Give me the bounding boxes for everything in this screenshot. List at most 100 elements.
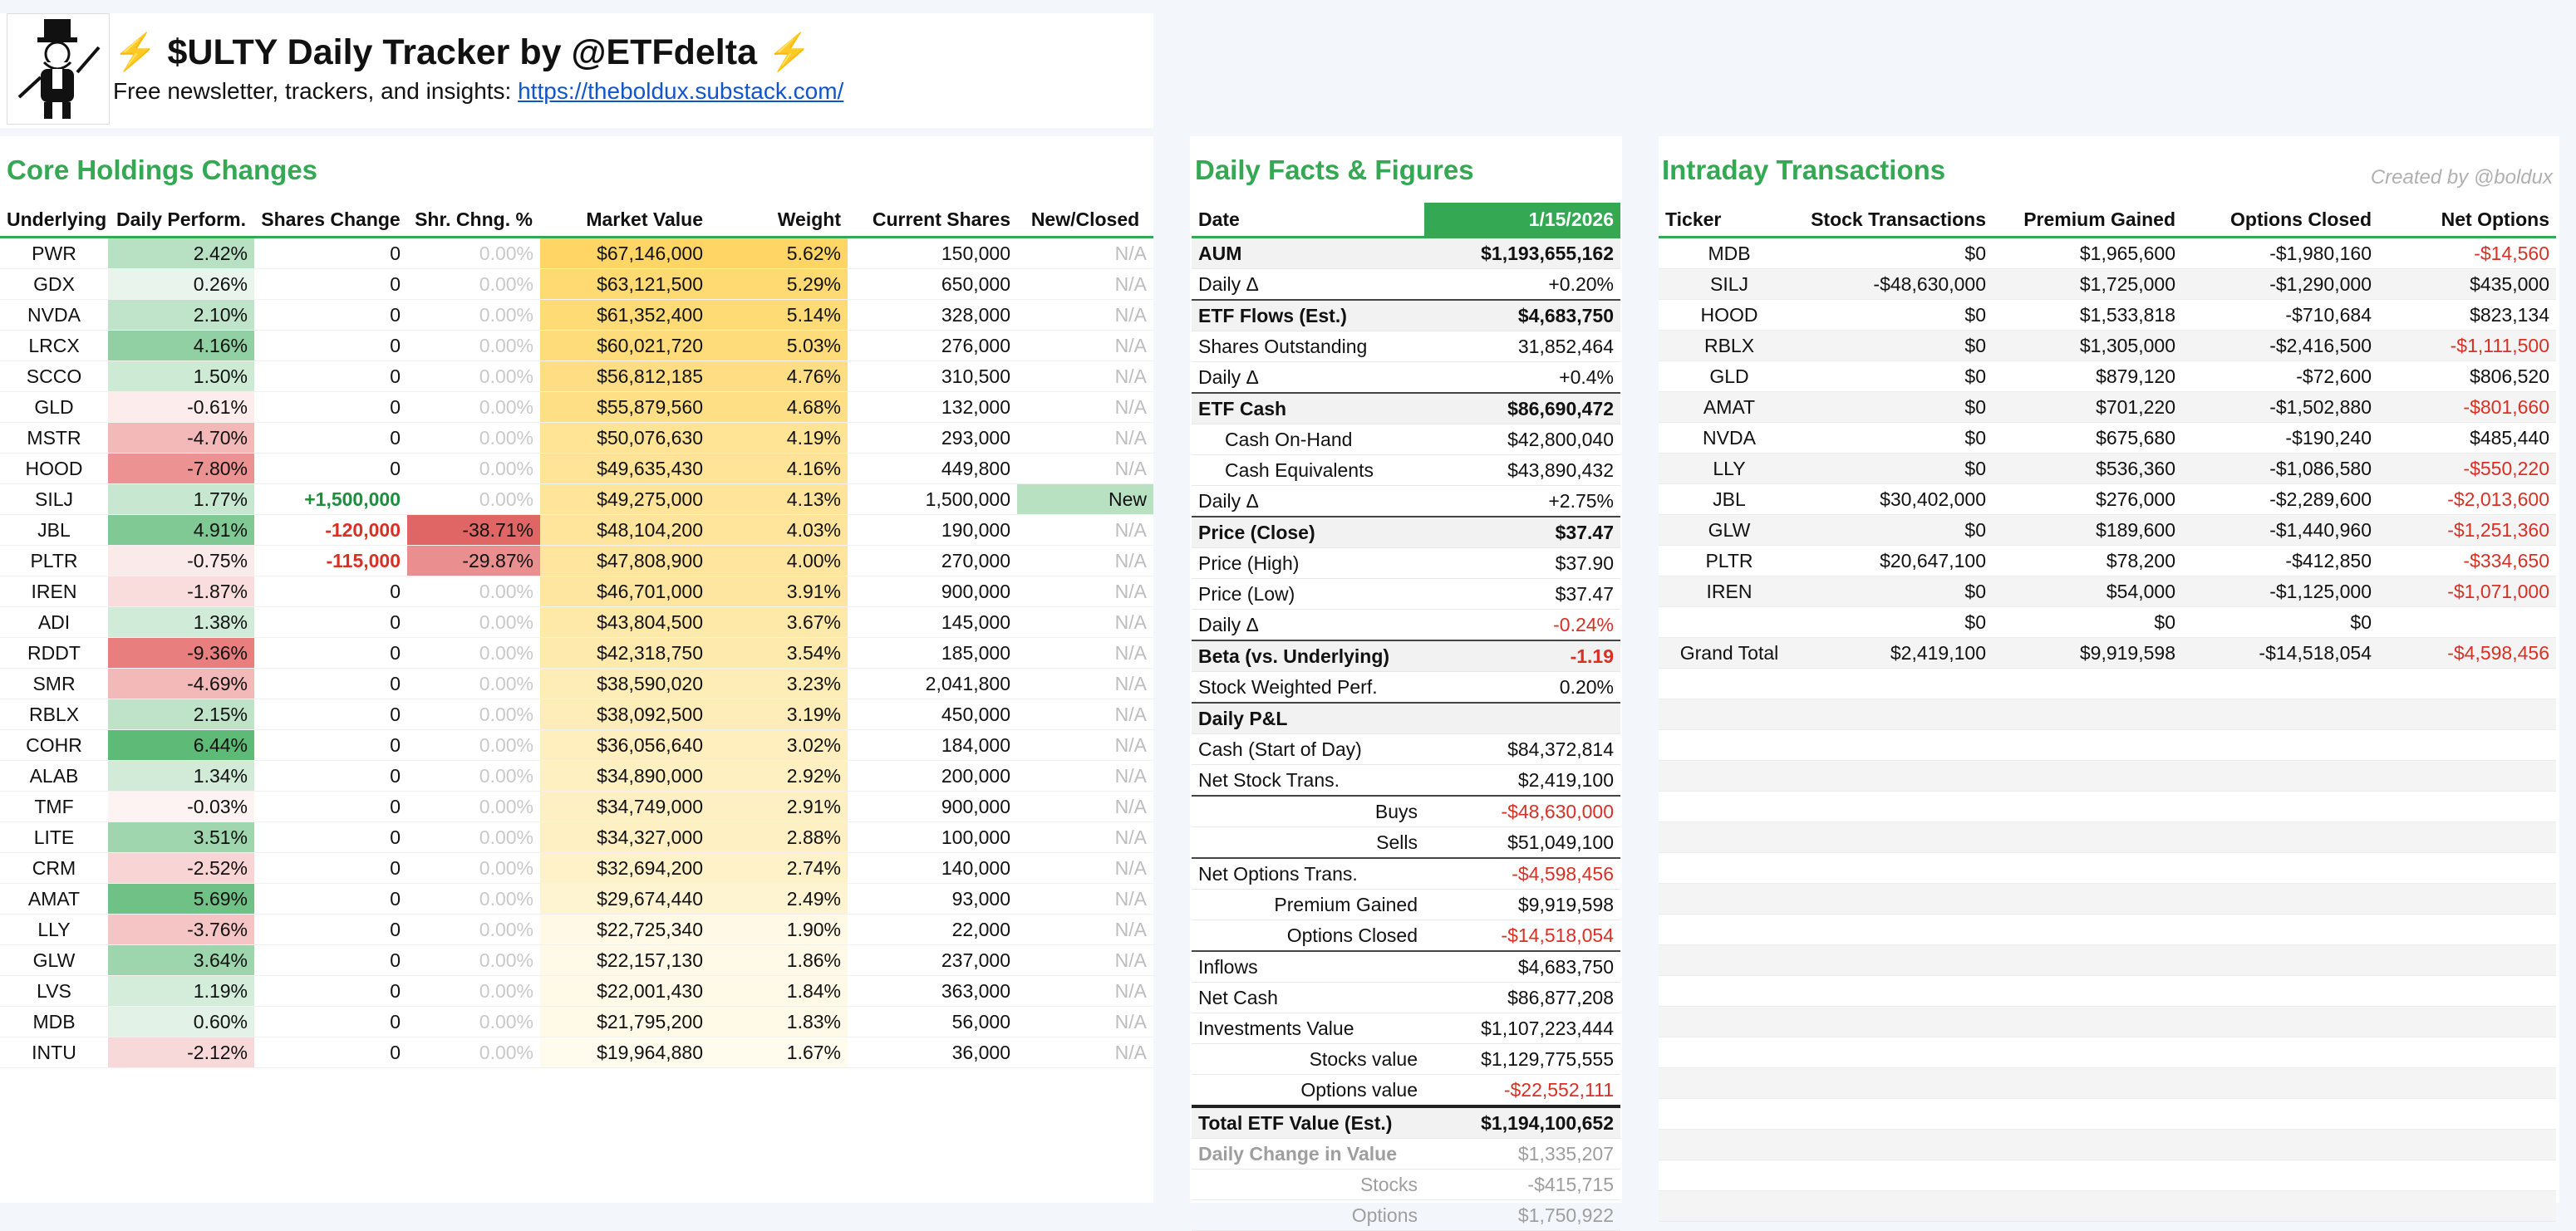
shr-chng-pct-cell: 0.00% — [407, 944, 540, 976]
facts-label: Cash Equivalents — [1192, 454, 1424, 486]
empty-cell — [1993, 852, 2182, 884]
shares-change-cell: 0 — [254, 729, 407, 761]
current-shares-cell: 200,000 — [848, 760, 1017, 792]
new-closed-cell: New — [1017, 483, 1153, 515]
shr-chng-pct-cell: 0.00% — [407, 637, 540, 669]
shares-change-cell: 0 — [254, 391, 407, 423]
facts-value: 31,852,464 — [1424, 331, 1620, 362]
ticker-cell: NVDA — [0, 299, 108, 331]
empty-cell — [1659, 944, 1800, 976]
facts-title: Daily Facts & Figures — [1195, 154, 1474, 185]
core-row: JBL 4.91% -120,000 -38.71% $48,104,200 4.03% 1… — [0, 514, 1153, 546]
subtitle: Free newsletter, trackers, and insights:… — [113, 78, 843, 105]
shares-change-cell: +1,500,000 — [254, 483, 407, 515]
core-col-header: Shares Change — [254, 203, 407, 238]
trans-row: SILJ -$48,630,000 $1,725,000 -$1,290,000 $43… — [1659, 268, 2556, 300]
market-value-cell: $61,352,400 — [540, 299, 710, 331]
empty-cell — [2378, 1006, 2556, 1037]
core-row: PWR 2.42% 0 0.00% $67,146,000 5.62% 150,000 N/A — [0, 237, 1153, 269]
empty-cell — [2182, 1067, 2378, 1099]
core-col-header: Market Value — [540, 203, 710, 238]
facts-row: Daily Δ -0.24% — [1192, 609, 1620, 641]
shr-chng-pct-cell: 0.00% — [407, 1037, 540, 1068]
trans-ticker-cell: JBL — [1659, 483, 1800, 515]
shares-change-cell: 0 — [254, 330, 407, 361]
shares-change-cell: 0 — [254, 852, 407, 884]
empty-cell — [1993, 914, 2182, 945]
trans-row: $0 $0 $0 — [1659, 606, 2556, 638]
shares-change-cell: -115,000 — [254, 545, 407, 576]
trans-empty-row — [1659, 883, 2556, 915]
empty-cell — [2182, 914, 2378, 945]
facts-label: Daily Change in Value — [1192, 1138, 1424, 1170]
trans-ticker-cell: LLY — [1659, 453, 1800, 484]
empty-cell — [1993, 791, 2182, 822]
newsletter-link[interactable]: https://theboldux.substack.com/ — [518, 78, 844, 104]
trans-row: HOOD $0 $1,533,818 -$710,684 $823,134 — [1659, 299, 2556, 331]
daily-perf-cell: 4.91% — [108, 514, 254, 546]
trans-row: AMAT $0 $701,220 -$1,502,880 -$801,660 — [1659, 391, 2556, 423]
empty-cell — [1659, 1037, 1800, 1068]
subtitle-text: Free newsletter, trackers, and insights: — [113, 78, 519, 104]
shares-change-cell: 0 — [254, 360, 407, 392]
empty-cell — [2378, 1190, 2556, 1222]
facts-label: Price (High) — [1192, 547, 1424, 579]
credit-text: Created by @boldux — [2370, 166, 2553, 189]
new-closed-cell: N/A — [1017, 760, 1153, 792]
trans-row: GLD $0 $879,120 -$72,600 $806,520 — [1659, 360, 2556, 392]
daily-perf-cell: -9.36% — [108, 637, 254, 669]
facts-value: $42,800,040 — [1424, 424, 1620, 455]
empty-cell — [1659, 883, 1800, 915]
trans-stock-cell: $0 — [1800, 391, 1993, 423]
current-shares-cell: 36,000 — [848, 1037, 1017, 1068]
empty-cell — [1993, 1190, 2182, 1222]
current-shares-cell: 293,000 — [848, 422, 1017, 454]
empty-cell — [1659, 1006, 1800, 1037]
trans-row: JBL $30,402,000 $276,000 -$2,289,600 -$2,013… — [1659, 483, 2556, 515]
trans-prem-cell: $276,000 — [1993, 483, 2182, 515]
facts-value: $1,129,775,555 — [1424, 1043, 1620, 1075]
facts-label: Beta (vs. Underlying) — [1192, 640, 1424, 672]
shares-change-cell: 0 — [254, 453, 407, 484]
shr-chng-pct-cell: 0.00% — [407, 1006, 540, 1037]
core-row: CRM -2.52% 0 0.00% $32,694,200 2.74% 140,000 N/… — [0, 852, 1153, 884]
empty-cell — [1800, 791, 1993, 822]
header-panel — [0, 13, 1153, 128]
ticker-cell: MDB — [0, 1006, 108, 1037]
weight-cell: 1.67% — [710, 1037, 848, 1068]
facts-row: Premium Gained $9,919,598 — [1192, 889, 1620, 920]
trans-closed-cell: -$72,600 — [2182, 360, 2378, 392]
empty-cell — [1800, 668, 1993, 699]
facts-row: Net Cash $86,877,208 — [1192, 982, 1620, 1013]
trans-prem-cell: $879,120 — [1993, 360, 2182, 392]
weight-cell: 4.16% — [710, 453, 848, 484]
ticker-cell: ALAB — [0, 760, 108, 792]
trans-col-header: Net Options — [2378, 203, 2556, 238]
shares-change-cell: 0 — [254, 791, 407, 822]
empty-cell — [2378, 791, 2556, 822]
daily-perf-cell: -0.75% — [108, 545, 254, 576]
shares-change-cell: 0 — [254, 699, 407, 730]
trans-stock-cell: $0 — [1800, 299, 1993, 331]
trans-empty-row — [1659, 1067, 2556, 1099]
facts-value: +0.4% — [1424, 361, 1620, 394]
empty-cell — [1800, 1160, 1993, 1191]
new-closed-cell: N/A — [1017, 821, 1153, 853]
trans-ticker-cell: GLD — [1659, 360, 1800, 392]
core-row: INTU -2.12% 0 0.00% $19,964,880 1.67% 36,000 N/… — [0, 1037, 1153, 1068]
market-value-cell: $22,157,130 — [540, 944, 710, 976]
trans-net-cell: -$4,598,456 — [2378, 637, 2556, 669]
core-row: MDB 0.60% 0 0.00% $21,795,200 1.83% 56,000 N/A — [0, 1006, 1153, 1037]
facts-label: Net Options Trans. — [1192, 857, 1424, 890]
daily-perf-cell: 0.26% — [108, 268, 254, 300]
trans-net-cell: -$1,251,360 — [2378, 514, 2556, 546]
empty-cell — [1993, 883, 2182, 915]
weight-cell: 3.91% — [710, 576, 848, 607]
shares-change-cell: 0 — [254, 944, 407, 976]
facts-row: Net Options Trans. -$4,598,456 — [1192, 857, 1620, 890]
shr-chng-pct-cell: 0.00% — [407, 729, 540, 761]
empty-cell — [1993, 1098, 2182, 1130]
empty-cell — [1800, 699, 1993, 730]
empty-cell — [1800, 1098, 1993, 1130]
empty-cell — [2378, 699, 2556, 730]
